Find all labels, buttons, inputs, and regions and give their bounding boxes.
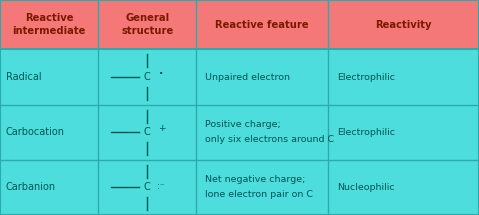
- Text: C: C: [144, 182, 151, 192]
- Text: Electrophilic: Electrophilic: [337, 128, 395, 137]
- Text: C: C: [144, 72, 151, 82]
- Text: ·: ·: [159, 69, 163, 80]
- FancyBboxPatch shape: [0, 0, 479, 49]
- Text: Reactive
intermediate: Reactive intermediate: [12, 13, 86, 36]
- Text: Reactive feature: Reactive feature: [216, 20, 309, 30]
- Text: Net negative charge;: Net negative charge;: [205, 175, 306, 184]
- Text: Electrophilic: Electrophilic: [337, 72, 395, 81]
- Text: C: C: [144, 127, 151, 137]
- Text: Unpaired electron: Unpaired electron: [205, 72, 290, 81]
- Text: Positive charge;: Positive charge;: [205, 120, 281, 129]
- Text: Carbocation: Carbocation: [6, 127, 65, 137]
- Text: General
structure: General structure: [121, 13, 173, 36]
- Text: Carbanion: Carbanion: [6, 182, 56, 192]
- Text: Nucleophilic: Nucleophilic: [337, 183, 394, 192]
- Text: Radical: Radical: [6, 72, 41, 82]
- Text: lone electron pair on C: lone electron pair on C: [205, 190, 313, 200]
- Text: +: +: [158, 124, 166, 133]
- Text: only six electrons around C: only six electrons around C: [205, 135, 334, 144]
- Text: :⁻: :⁻: [157, 182, 164, 191]
- Text: Reactivity: Reactivity: [376, 20, 432, 30]
